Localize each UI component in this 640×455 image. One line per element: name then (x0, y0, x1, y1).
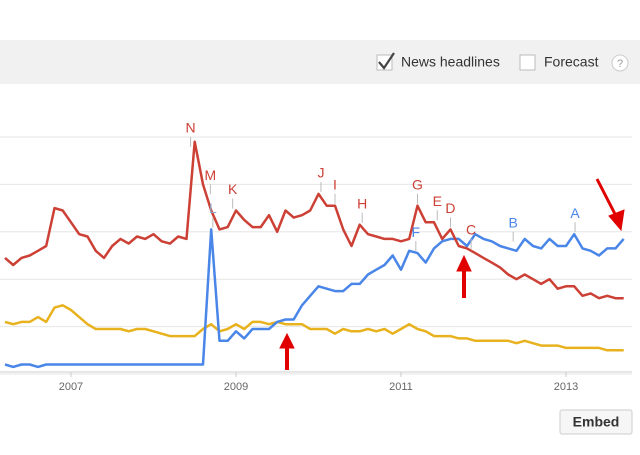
annotation-label: I (333, 176, 337, 192)
arrows (279, 178, 625, 370)
x-tick-label: 2007 (59, 381, 83, 393)
news-checkbox[interactable] (376, 52, 395, 71)
arrow-head (456, 254, 472, 272)
annotation-label: E (433, 193, 442, 209)
x-tick-label: 2009 (224, 381, 248, 393)
annotation-label: C (466, 221, 476, 237)
annotation-label: N (186, 120, 196, 136)
annotation-label: J (317, 165, 324, 181)
series-line (4, 140, 624, 300)
checkbox-box[interactable] (376, 54, 393, 71)
embed-button[interactable] (559, 409, 633, 435)
checkmark (378, 52, 395, 70)
arrow (595, 178, 618, 217)
annotation-label: K (228, 181, 238, 197)
annotation-label: H (357, 195, 367, 211)
forecast-label[interactable]: Forecast (544, 54, 599, 70)
annotation-label: B (509, 214, 518, 230)
x-tick-label: 2011 (389, 381, 413, 393)
series-line (4, 228, 625, 369)
x-tick-label: 2013 (554, 381, 578, 393)
news-headlines-label[interactable]: News headlines (401, 54, 500, 70)
embed-label[interactable]: Embed (573, 414, 620, 430)
annotation-label: G (412, 176, 423, 192)
forecast-checkbox[interactable] (519, 54, 536, 71)
arrow-head (279, 332, 295, 349)
series-line (4, 304, 624, 352)
plot: 2007 2009 2011 2013 N M LK JI H G FE DC B A (0, 120, 632, 393)
checkbox-box[interactable] (519, 54, 536, 71)
annotation-label: D (445, 200, 455, 216)
annotation-label: A (570, 205, 580, 221)
annotation-label: F (412, 224, 421, 240)
arrow-head (608, 209, 625, 232)
annotation-label: L (209, 200, 217, 216)
help-label[interactable]: ? (617, 58, 623, 70)
help-button[interactable] (611, 54, 629, 72)
annotation-label: M (205, 167, 217, 183)
